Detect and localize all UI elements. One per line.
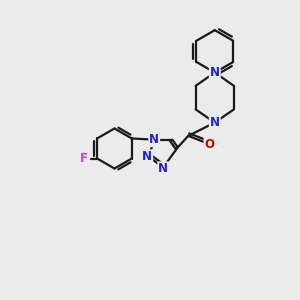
Text: N: N bbox=[142, 150, 152, 163]
Text: N: N bbox=[158, 162, 168, 175]
Text: N: N bbox=[210, 66, 220, 79]
Text: N: N bbox=[210, 116, 220, 129]
Text: F: F bbox=[80, 152, 88, 165]
Text: N: N bbox=[149, 133, 159, 146]
Text: O: O bbox=[205, 138, 214, 151]
